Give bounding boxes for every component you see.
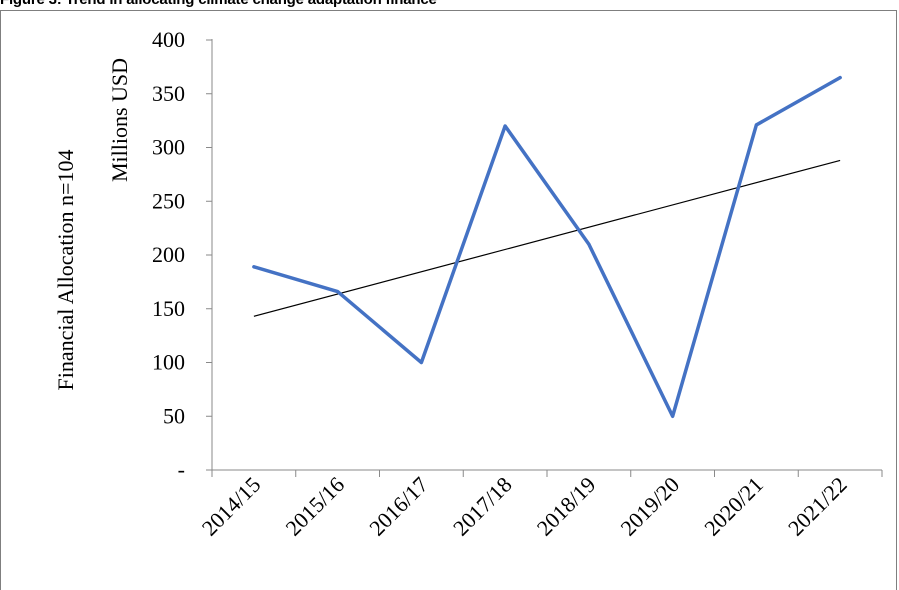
y-ticks: - 50 100 150 200 250 300 350 400	[152, 27, 212, 482]
y-tick-label: 100	[152, 350, 185, 375]
axes	[211, 39, 882, 471]
y-tick-label: 300	[152, 135, 185, 160]
data-point	[503, 124, 507, 128]
x-tick-label: 2015/16	[280, 472, 349, 541]
data-point	[671, 414, 675, 418]
figure-title: Figure 3: Trend in allocating climate ch…	[0, 0, 437, 8]
y-axis-title: Millions USD	[107, 58, 132, 182]
data-point	[838, 76, 842, 80]
y-tick-label: 400	[152, 27, 185, 52]
trendline-group	[253, 159, 841, 317]
data-point	[419, 361, 423, 364]
x-tick-label: 2018/19	[532, 472, 601, 541]
data-point	[252, 265, 256, 269]
x-tick-label: 2016/17	[364, 472, 433, 541]
x-tick-label: 2020/21	[699, 472, 768, 541]
y-tick-label: 200	[152, 242, 185, 267]
series-line	[252, 75, 842, 418]
data-point	[336, 290, 340, 294]
y-tick-label: 350	[152, 81, 185, 106]
x-tick-label: 2017/18	[448, 472, 517, 541]
data-point	[587, 242, 591, 246]
y-tick-label: -	[178, 457, 185, 482]
y-tick-label: 250	[152, 188, 185, 213]
x-ticks: 2014/15 2015/16 2016/17 2017/18 2018/19 2019/…	[197, 470, 883, 541]
y-axis-outer-title: Financial Allocation n=104	[53, 150, 78, 391]
x-tick-label: 2014/15	[197, 472, 266, 541]
y-tick-label: 50	[163, 403, 185, 428]
data-point	[754, 123, 758, 127]
x-tick-label: 2019/20	[615, 472, 684, 541]
series-group	[252, 75, 842, 418]
y-tick-label: 150	[152, 296, 185, 321]
trendline	[253, 159, 841, 317]
chart-frame	[0, 10, 897, 590]
x-tick-label: 2021/22	[783, 472, 852, 541]
